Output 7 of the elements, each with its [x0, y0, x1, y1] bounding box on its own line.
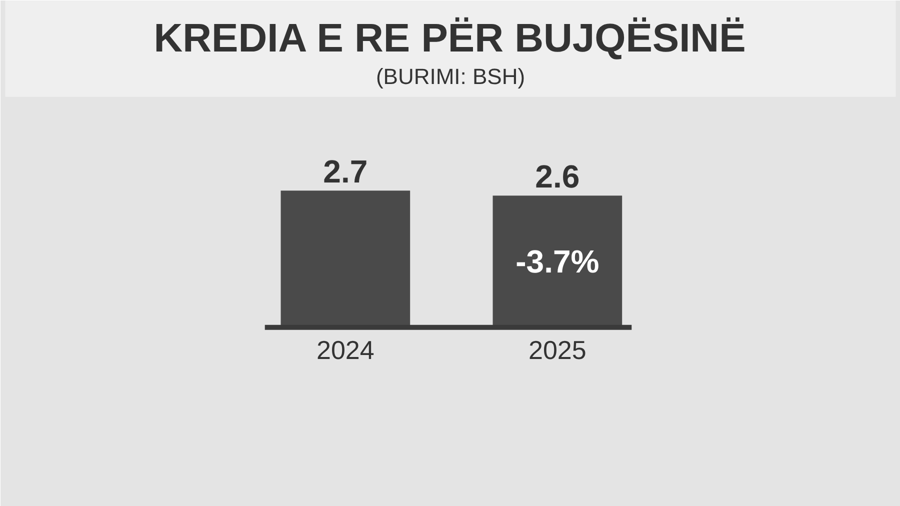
data-label: 2.7	[323, 154, 368, 190]
x-tick-label: 2025	[528, 335, 586, 366]
data-label: 2.6	[535, 158, 580, 195]
chart-subtitle: (BURIMI: BSH)	[376, 64, 526, 89]
chart-title: KREDIA E RE PËR BUJQËSINË	[154, 16, 746, 60]
annotation: -3.7%	[516, 244, 600, 280]
x-tick-label: 2024	[316, 335, 374, 366]
